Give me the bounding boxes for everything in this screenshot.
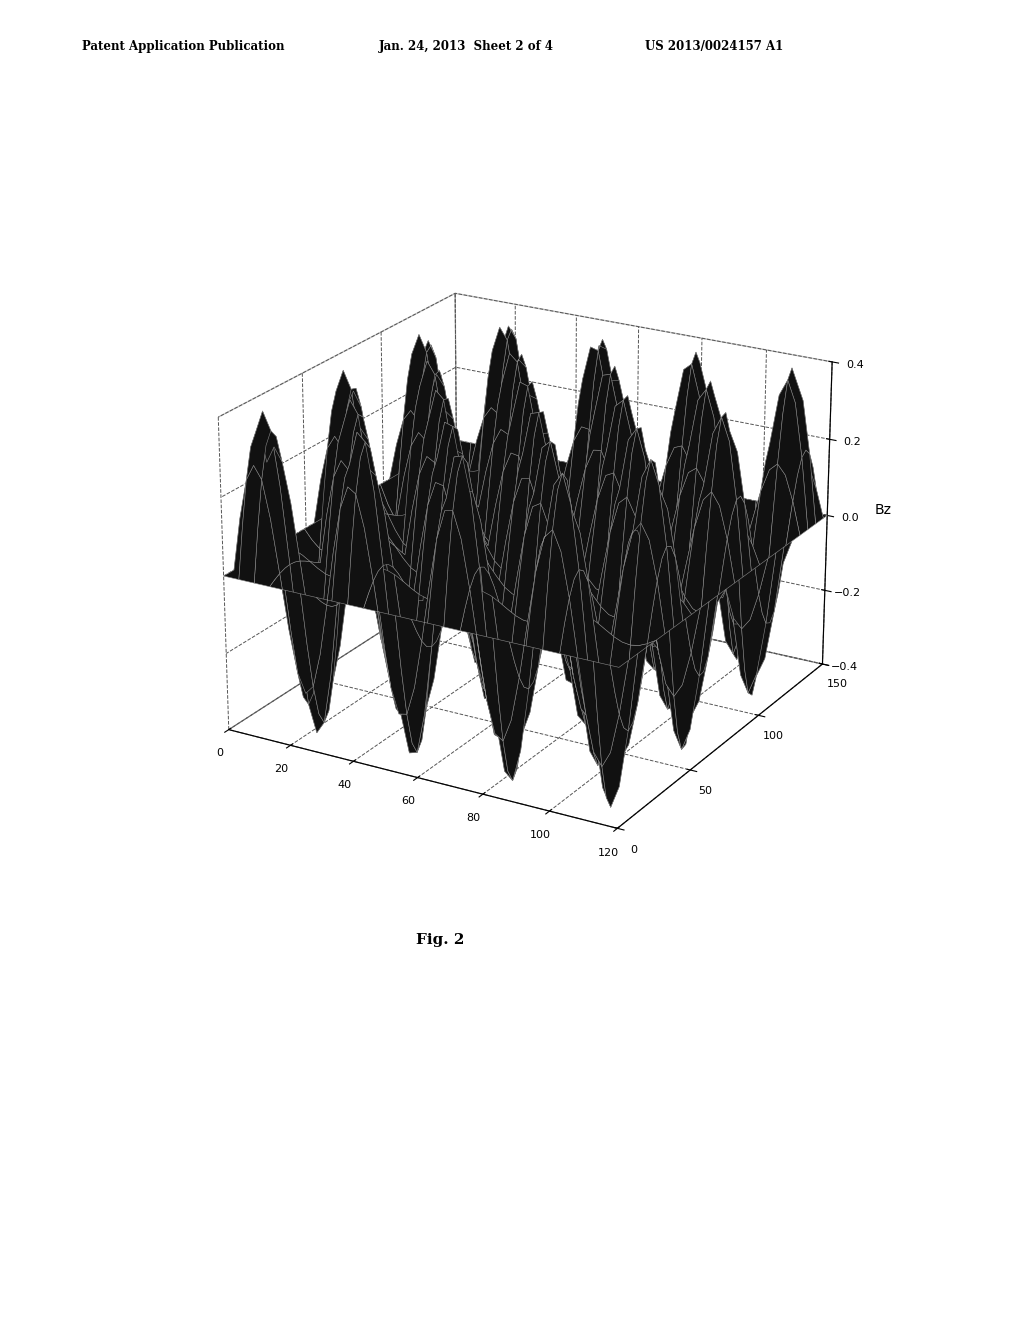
- Text: Patent Application Publication: Patent Application Publication: [82, 40, 285, 53]
- Text: Jan. 24, 2013  Sheet 2 of 4: Jan. 24, 2013 Sheet 2 of 4: [379, 40, 554, 53]
- Text: Fig. 2: Fig. 2: [416, 933, 465, 946]
- Text: US 2013/0024157 A1: US 2013/0024157 A1: [645, 40, 783, 53]
